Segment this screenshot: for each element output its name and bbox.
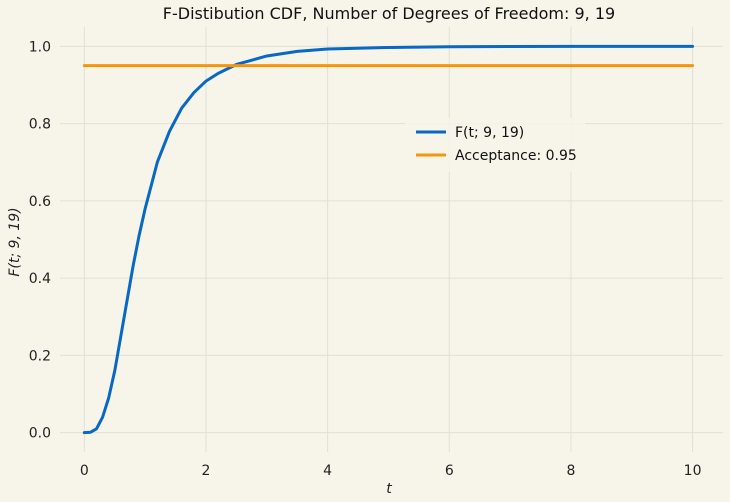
grid bbox=[60, 27, 723, 452]
chart-title: F-Distibution CDF, Number of Degrees of … bbox=[163, 4, 615, 23]
x-tick-label: 6 bbox=[445, 463, 454, 479]
x-tick-label: 2 bbox=[202, 463, 211, 479]
x-axis-label: t bbox=[386, 481, 392, 497]
y-axis-label: F(t; 9, 19) bbox=[7, 207, 23, 276]
series-layer bbox=[82, 44, 695, 435]
y-tick-label: 0.8 bbox=[29, 117, 51, 133]
y-tick-label: 0.4 bbox=[29, 271, 51, 287]
y-tick-label: 0.0 bbox=[29, 426, 51, 442]
y-tick-label: 1.0 bbox=[29, 39, 51, 55]
x-tick-label: 10 bbox=[684, 463, 702, 479]
legend-label-series-2: Acceptance: 0.95 bbox=[455, 148, 577, 164]
x-tick-label: 8 bbox=[566, 463, 575, 479]
series-line-1 bbox=[82, 44, 695, 435]
ticks: 0 2 4 6 8 10 0.0 0.2 0.4 0.6 0.8 1.0 bbox=[29, 39, 702, 479]
y-tick-label: 0.2 bbox=[29, 348, 51, 364]
legend-box bbox=[405, 118, 585, 172]
legend-label-series-1: F(t; 9, 19) bbox=[455, 125, 524, 141]
x-tick-label: 0 bbox=[80, 463, 89, 479]
legend: F(t; 9, 19) Acceptance: 0.95 bbox=[405, 118, 585, 172]
x-tick-label: 4 bbox=[323, 463, 332, 479]
y-tick-label: 0.6 bbox=[29, 194, 51, 210]
